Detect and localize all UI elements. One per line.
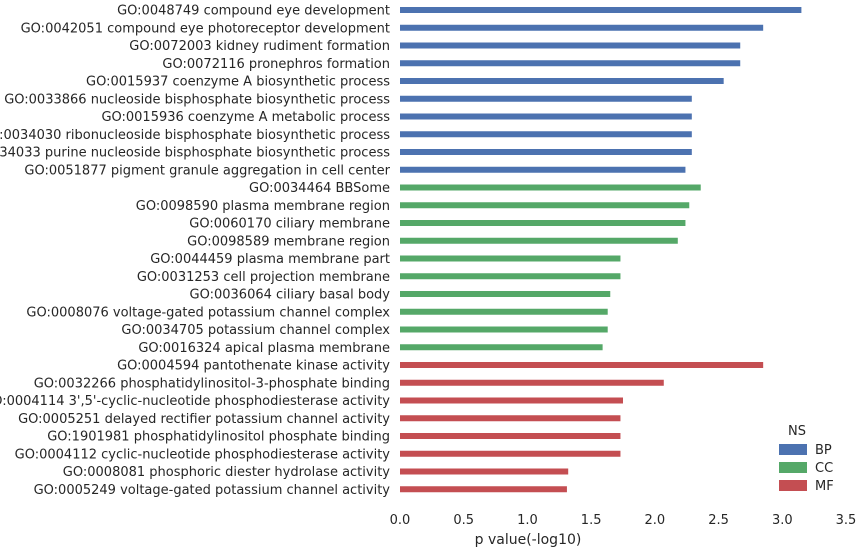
y-tick-label: GO:0044459 plasma membrane part [150, 252, 390, 267]
y-tick-label: GO:0034464 BBSome [249, 181, 390, 196]
x-tick-label: 1.0 [517, 513, 538, 528]
bar-bp [400, 149, 692, 155]
legend: NS BP CC MF [779, 424, 834, 494]
y-tick-label: GO:0098589 membrane region [187, 234, 390, 249]
y-tick-label: GO:1901981 phosphatidylinositol phosphat… [47, 430, 390, 445]
y-tick-labels: GO:0048749 compound eye development GO:00… [0, 4, 391, 498]
bar-bp [400, 166, 686, 173]
legend-swatch-bp [779, 444, 807, 455]
bar-cc [400, 273, 621, 280]
y-tick-label: GO:0008081 phosphoric diester hydrolase … [63, 465, 390, 480]
x-tick-label: 0.5 [453, 513, 474, 528]
bar-cc [400, 220, 686, 226]
bar-mf [400, 468, 569, 475]
legend-swatch-cc [779, 462, 807, 473]
bar-mf [400, 415, 621, 422]
bar-mf [400, 450, 621, 457]
bar-cc [400, 255, 621, 262]
bar-bp [400, 60, 741, 67]
bar-bp [400, 78, 724, 84]
bar-cc [400, 291, 611, 297]
bar-cc [400, 344, 603, 351]
y-tick-label: GO:0005249 voltage-gated potassium chann… [34, 483, 391, 498]
bar-bp [400, 24, 764, 31]
x-tick-label: 3.5 [836, 513, 857, 528]
bar-mf [400, 397, 623, 404]
bar-cc [400, 184, 701, 191]
bar-mf [400, 362, 764, 368]
y-tick-label: GO:0034033 purine nucleoside bisphosphat… [0, 146, 390, 161]
bar-cc [400, 326, 608, 333]
bar-bp [400, 7, 802, 13]
y-tick-label: GO:0015937 coenzyme A biosynthetic proce… [86, 75, 390, 90]
y-tick-label: GO:0060170 ciliary membrane [189, 217, 390, 232]
legend-label-cc: CC [815, 461, 833, 476]
y-tick-label: GO:0034030 ribonucleoside bisphosphate b… [0, 128, 390, 143]
y-tick-label: GO:0033866 nucleoside bisphosphate biosy… [4, 92, 390, 107]
bar-cc [400, 237, 678, 244]
x-tick-labels: 0.0 0.5 1.0 1.5 2.0 2.5 3.0 3.5 [390, 513, 857, 528]
legend-title: NS [788, 424, 806, 439]
y-tick-label: GO:0004594 pantothenate kinase activity [117, 359, 390, 374]
x-tick-label: 1.5 [581, 513, 602, 528]
y-tick-label: GO:0016324 apical plasma membrane [138, 341, 390, 356]
y-tick-label: GO:0072116 pronephros formation [162, 57, 390, 72]
x-tick-label: 2.0 [645, 513, 666, 528]
bars-group [400, 7, 802, 493]
y-tick-label: GO:0004112 cyclic-nucleotide phosphodies… [15, 447, 391, 462]
y-tick-label: GO:0032266 phosphatidylinositol-3-phosph… [34, 376, 390, 391]
y-tick-label: GO:0034705 potassium channel complex [121, 323, 390, 338]
y-tick-label: GO:0004114 3',5'-cyclic-nucleotide phosp… [0, 394, 390, 409]
bar-mf [400, 486, 567, 493]
legend-label-bp: BP [815, 443, 832, 458]
y-tick-label: GO:0015936 coenzyme A metabolic process [101, 110, 390, 125]
bar-cc [400, 202, 690, 209]
x-tick-label: 0.0 [390, 513, 411, 528]
y-tick-label: GO:0051877 pigment granule aggregation i… [24, 163, 390, 178]
bar-mf [400, 433, 621, 439]
bar-bp [400, 42, 741, 49]
y-tick-label: GO:0048749 compound eye development [117, 4, 390, 19]
bar-mf [400, 379, 664, 386]
y-tick-label: GO:0005251 delayed rectifier potassium c… [18, 412, 390, 427]
y-tick-label: GO:0031253 cell projection membrane [137, 270, 390, 285]
y-tick-label: GO:0042051 compound eye photoreceptor de… [21, 21, 390, 36]
bar-bp [400, 113, 692, 120]
y-tick-label: GO:0072003 kidney rudiment formation [129, 39, 390, 54]
bar-bp [400, 131, 692, 138]
y-tick-label: GO:0098590 plasma membrane region [136, 199, 390, 214]
x-tick-label: 3.0 [772, 513, 793, 528]
legend-swatch-mf [779, 480, 807, 491]
bar-bp [400, 95, 692, 102]
y-tick-label: GO:0036064 ciliary basal body [190, 288, 391, 303]
x-tick-label: 2.5 [708, 513, 729, 528]
y-tick-label: GO:0008076 voltage-gated potassium chann… [26, 305, 390, 320]
bar-cc [400, 308, 608, 315]
legend-label-mf: MF [815, 479, 834, 494]
x-axis-label: p value(-log10) [475, 532, 582, 548]
